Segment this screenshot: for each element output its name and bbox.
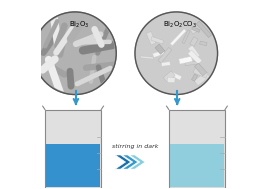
Polygon shape [196,21,212,38]
Polygon shape [188,45,200,59]
Bar [169,109,225,188]
Text: Bi$_2$O$_2$CO$_3$: Bi$_2$O$_2$CO$_3$ [163,20,197,30]
Polygon shape [115,155,131,169]
Polygon shape [167,77,175,83]
Bar [170,144,224,187]
Polygon shape [130,155,145,169]
Polygon shape [146,31,156,45]
Circle shape [35,13,115,93]
Polygon shape [140,56,153,59]
Polygon shape [163,71,175,82]
Polygon shape [158,47,172,63]
Polygon shape [191,74,198,81]
Polygon shape [188,50,202,64]
Polygon shape [194,63,207,76]
Polygon shape [191,27,200,32]
Circle shape [135,12,218,94]
Polygon shape [171,72,182,80]
Polygon shape [179,56,193,64]
Polygon shape [155,44,165,54]
Polygon shape [200,41,207,46]
Bar [45,109,101,188]
Circle shape [34,12,116,94]
Polygon shape [161,62,170,66]
Polygon shape [194,72,210,86]
Text: Bi$_2$O$_3$: Bi$_2$O$_3$ [69,20,89,30]
Polygon shape [151,36,164,44]
Polygon shape [182,30,190,44]
Polygon shape [193,68,208,78]
Polygon shape [190,25,198,34]
Polygon shape [170,29,186,46]
Polygon shape [122,155,138,169]
Bar [46,144,100,187]
Polygon shape [185,61,200,66]
Bar [169,109,225,188]
Polygon shape [153,50,165,57]
Bar [45,109,101,188]
Polygon shape [190,37,198,46]
Text: stirring in dark: stirring in dark [112,144,158,149]
Circle shape [136,13,216,93]
